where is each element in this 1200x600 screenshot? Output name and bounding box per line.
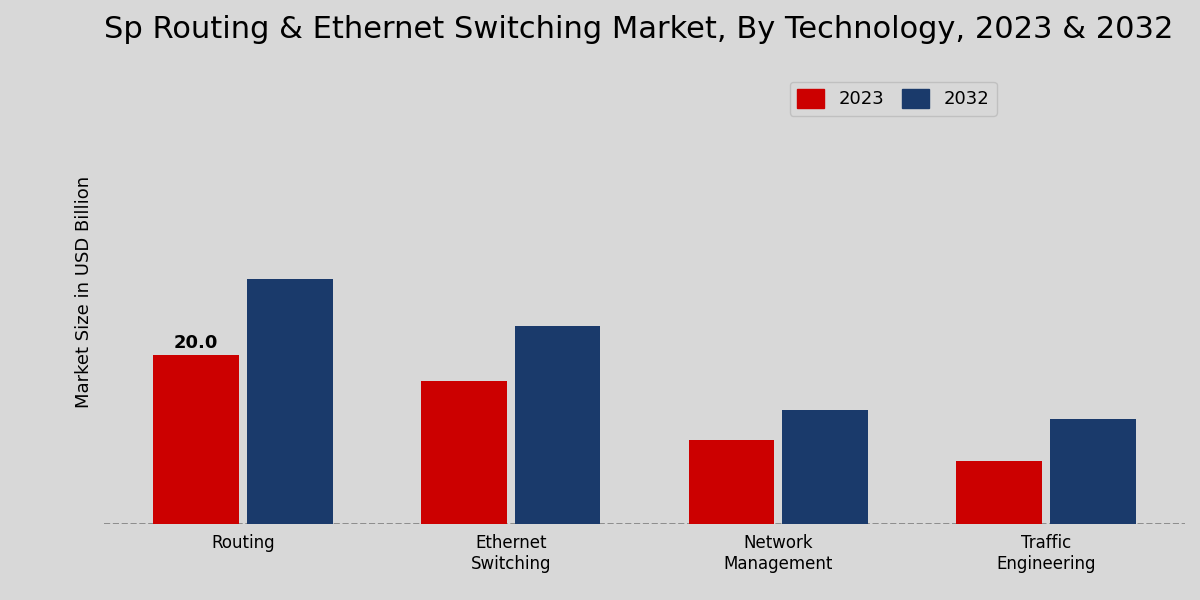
Bar — [421, 380, 506, 524]
Y-axis label: Market Size in USD Billion: Market Size in USD Billion — [74, 176, 94, 408]
Bar — [782, 410, 868, 524]
Bar — [515, 326, 600, 524]
Text: 20.0: 20.0 — [174, 334, 218, 352]
Bar — [956, 461, 1042, 524]
Legend: 2023, 2032: 2023, 2032 — [790, 82, 997, 116]
Bar — [689, 440, 774, 524]
Bar — [1050, 419, 1136, 524]
Bar — [247, 279, 332, 524]
Text: Sp Routing & Ethernet Switching Market, By Technology, 2023 & 2032: Sp Routing & Ethernet Switching Market, … — [104, 15, 1174, 44]
Bar — [154, 355, 239, 524]
